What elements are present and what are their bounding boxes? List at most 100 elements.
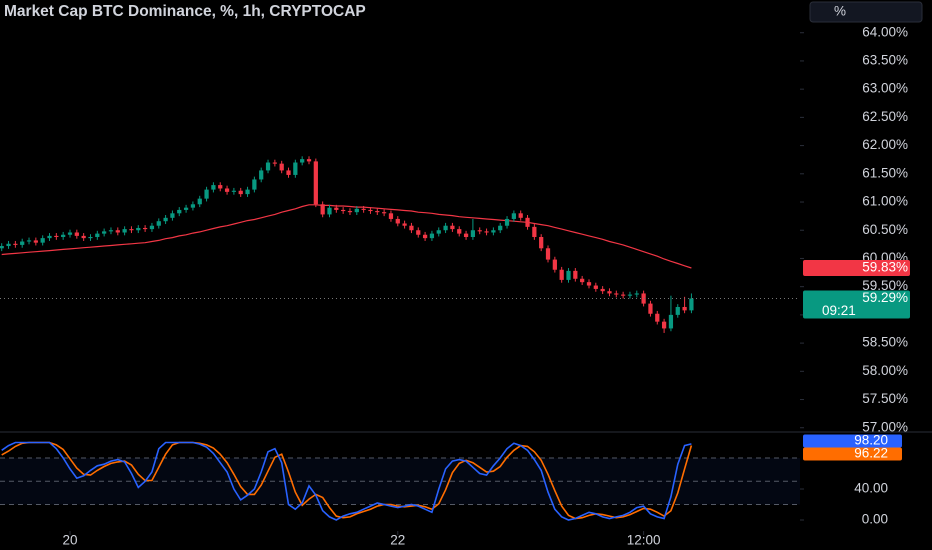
candle-body — [593, 285, 598, 289]
candle-body — [54, 235, 59, 238]
stoch-line — [1, 441, 692, 521]
y-tick-label: 61.50% — [862, 165, 908, 180]
candle-body — [286, 170, 291, 175]
candle-body — [402, 223, 407, 226]
candle-body — [450, 225, 455, 230]
y-tick-label: 62.50% — [862, 109, 908, 124]
candle-body — [163, 217, 168, 222]
candle-body — [422, 234, 428, 239]
candle-body — [300, 159, 305, 163]
candle-body — [122, 229, 127, 233]
candle-body — [6, 243, 11, 247]
candle-body — [252, 179, 257, 190]
chart-title: Market Cap BTC Dominance, %, 1h, CRYPTOC… — [4, 3, 366, 20]
candle-body — [190, 204, 196, 208]
y-tick-label: 64.00% — [862, 24, 908, 39]
candle-body — [457, 229, 462, 234]
candle-body — [347, 211, 353, 213]
candle-body — [566, 270, 571, 280]
candle-body — [218, 185, 223, 189]
candle-body — [559, 269, 564, 280]
price-label-box — [803, 290, 910, 319]
candle-body — [580, 278, 585, 283]
x-tick-label: 22 — [390, 533, 405, 548]
candle-body — [279, 163, 284, 171]
candle-body — [627, 294, 633, 296]
candle-body — [211, 185, 216, 190]
candle-body — [511, 213, 516, 219]
candle-body — [586, 282, 592, 286]
candle-body — [409, 225, 414, 231]
y-tick-label: 58.50% — [862, 335, 908, 350]
candle-body — [532, 226, 537, 238]
candle-body — [293, 162, 298, 175]
candle-body — [265, 162, 271, 171]
candle-body — [498, 225, 503, 231]
y-tick-label: 57.00% — [862, 419, 908, 434]
candle-body — [136, 227, 141, 231]
candle-body — [238, 190, 243, 195]
candle-body — [108, 230, 114, 232]
unit-button-label[interactable]: % — [834, 4, 846, 19]
candle-body — [334, 207, 339, 210]
candle-body — [197, 198, 202, 205]
candle-body — [81, 235, 86, 239]
candle-body — [26, 240, 32, 242]
candle-body — [552, 259, 557, 270]
candle-body — [682, 306, 687, 311]
y-tick-label: 58.00% — [862, 363, 908, 378]
candle-body — [74, 232, 79, 236]
y-tick-label: 62.00% — [862, 137, 908, 152]
y-tick-label: 63.50% — [862, 53, 908, 68]
candle-body — [67, 232, 73, 235]
candle-body — [621, 294, 626, 296]
candle-body — [313, 161, 318, 205]
stoch-label: 96.22 — [854, 446, 888, 461]
y-tick-label: 60.50% — [862, 222, 908, 237]
candle-body — [354, 208, 359, 213]
candle-body — [129, 229, 134, 231]
candle-body — [320, 204, 325, 215]
candle-body — [416, 230, 421, 235]
candle-body — [395, 218, 400, 224]
candle-body — [115, 230, 120, 233]
countdown-label: 09:21 — [822, 303, 856, 318]
y-tick-label: 59.50% — [862, 278, 908, 293]
candle-body — [518, 213, 523, 218]
candle-body — [470, 230, 476, 238]
stoch-label-box — [803, 434, 902, 448]
candle-body — [607, 291, 612, 294]
candle-body — [573, 270, 578, 279]
candle-body — [306, 159, 312, 162]
candle-body — [40, 238, 45, 243]
candle-body — [183, 207, 189, 210]
candle-body — [491, 230, 496, 233]
candle-body — [600, 288, 605, 292]
stoch-y-tick-label: 40.00 — [854, 481, 888, 496]
unit-button[interactable] — [809, 1, 923, 23]
candle-body — [634, 293, 639, 295]
candle-body — [668, 314, 674, 329]
candle-body — [61, 234, 66, 238]
candle-body — [368, 209, 373, 212]
candle-body — [361, 208, 366, 210]
candle-body — [429, 233, 435, 239]
stoch-y-tick-label: 0.00 — [862, 512, 888, 527]
candle-body — [224, 188, 230, 192]
candle-body — [156, 221, 161, 226]
candle-body — [484, 231, 489, 233]
candle-body — [661, 321, 667, 329]
candle-body — [375, 211, 380, 213]
candle-body — [47, 235, 52, 239]
stoch-label-box — [803, 447, 902, 461]
candle-body — [327, 207, 332, 215]
candle-body — [655, 313, 660, 322]
candle-body — [648, 303, 653, 314]
ma-label: 59.83% — [862, 260, 908, 275]
candle-body — [272, 162, 277, 164]
x-tick-label: 20 — [62, 533, 77, 548]
candle-body — [539, 237, 544, 249]
candle-body — [388, 213, 394, 219]
ma-label-box — [803, 260, 910, 277]
candle-body — [13, 243, 18, 245]
